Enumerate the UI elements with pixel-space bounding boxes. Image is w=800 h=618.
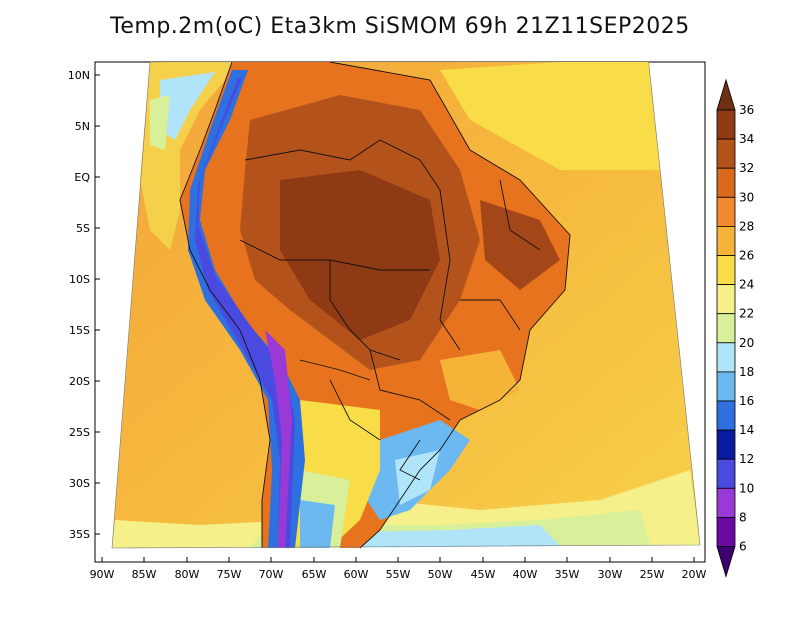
colorbar-top-arrow <box>716 78 736 111</box>
lon-tick-label: 45W <box>471 568 496 581</box>
lon-tick-label: 35W <box>555 568 580 581</box>
lon-tick-label: 25W <box>640 568 665 581</box>
colorbar-swatch <box>716 196 736 227</box>
central-brazil-hottest <box>280 170 440 340</box>
colorbar-label: 12 <box>739 452 754 466</box>
colorbar-label: 8 <box>739 510 747 524</box>
colorbar-swatch <box>716 225 736 256</box>
northeast-brazil-hot <box>480 200 560 290</box>
lon-ticks <box>101 557 695 562</box>
latitude-axis: 10N 5N EQ 5S 10S 15S 20S 25S 30S 35S <box>68 69 91 541</box>
colorbar-label: 20 <box>739 336 754 350</box>
colorbar-label: 16 <box>739 394 754 408</box>
lon-tick-label: 75W <box>217 568 242 581</box>
pacific-mild-patch <box>150 95 170 150</box>
temperature-colorbar: 36 34 32 30 28 26 24 22 20 18 16 14 12 10 8 6 <box>716 78 754 578</box>
southern-cold-band <box>330 525 560 548</box>
lon-tick-label: 90W <box>90 568 115 581</box>
pacific-cold-patch <box>160 72 215 140</box>
lat-tick-label: 30S <box>69 477 90 490</box>
lon-tick-label: 70W <box>259 568 284 581</box>
lon-tick-label: 55W <box>386 568 411 581</box>
colorbar-label: 32 <box>739 161 754 175</box>
colorbar-label: 22 <box>739 307 754 321</box>
lon-tick-label: 30W <box>598 568 623 581</box>
lon-tick-label: 60W <box>344 568 369 581</box>
lat-tick-label: EQ <box>74 171 90 184</box>
colorbar-swatch <box>716 313 736 344</box>
colorbar-swatch <box>716 342 736 373</box>
colorbar-bottom-arrow <box>716 546 736 578</box>
lat-tick-label: 25S <box>69 426 90 439</box>
lon-tick-label: 50W <box>428 568 453 581</box>
colorbar-label: 10 <box>739 481 754 495</box>
colorbar-swatch <box>716 167 736 198</box>
colorbar-swatch <box>716 255 736 286</box>
lon-tick-label: 40W <box>513 568 538 581</box>
lat-tick-label: 10N <box>68 69 90 82</box>
domain-outline <box>111 62 701 549</box>
colorbar-swatch <box>716 400 736 431</box>
colorbar-label: 30 <box>739 190 754 204</box>
lon-tick-label: 20W <box>682 568 707 581</box>
lat-ticks <box>95 74 100 535</box>
colorbar-swatch <box>716 109 736 140</box>
colorbar-label: 26 <box>739 249 754 263</box>
colorbar-label: 14 <box>739 423 754 437</box>
colorbar-label: 36 <box>739 103 754 117</box>
lat-tick-label: 35S <box>69 528 90 541</box>
colorbar-swatch <box>716 517 736 547</box>
colorbar-swatch <box>716 284 736 315</box>
colorbar-label: 34 <box>739 132 754 146</box>
country-borders <box>179 62 571 549</box>
patagonia-cold <box>300 500 335 548</box>
andes-coldest-peaks <box>265 330 292 548</box>
lat-tick-label: 15S <box>69 324 90 337</box>
lon-tick-label: 85W <box>132 568 157 581</box>
lat-tick-label: 20S <box>69 375 90 388</box>
lat-tick-label: 5N <box>75 120 90 133</box>
colorbar-swatch <box>716 371 736 402</box>
lon-tick-label: 80W <box>175 568 200 581</box>
lon-tick-label: 65W <box>302 568 327 581</box>
colorbar-label: 24 <box>739 278 754 292</box>
andes-cold-spine <box>188 70 305 548</box>
colorbar-label: 6 <box>739 540 747 554</box>
colorbar-label: 18 <box>739 365 754 379</box>
colorbar-label: 28 <box>739 219 754 233</box>
atlantic-north-warm <box>440 62 660 170</box>
temperature-field <box>112 62 700 549</box>
colorbar-swatch <box>716 458 736 489</box>
colorbar-swatch <box>716 487 736 518</box>
colorbar-swatch <box>716 138 736 169</box>
longitude-axis: 90W 85W 80W 75W 70W 65W 60W 55W 50W 45W … <box>90 568 707 581</box>
map-title: Temp.2m(oC) Eta3km SiSMOM 69h 21Z11SEP20… <box>110 14 690 39</box>
lat-tick-label: 10S <box>69 273 90 286</box>
lat-tick-label: 5S <box>76 222 90 235</box>
colorbar-swatch <box>716 429 736 460</box>
southeast-brazil-mild <box>440 350 520 410</box>
